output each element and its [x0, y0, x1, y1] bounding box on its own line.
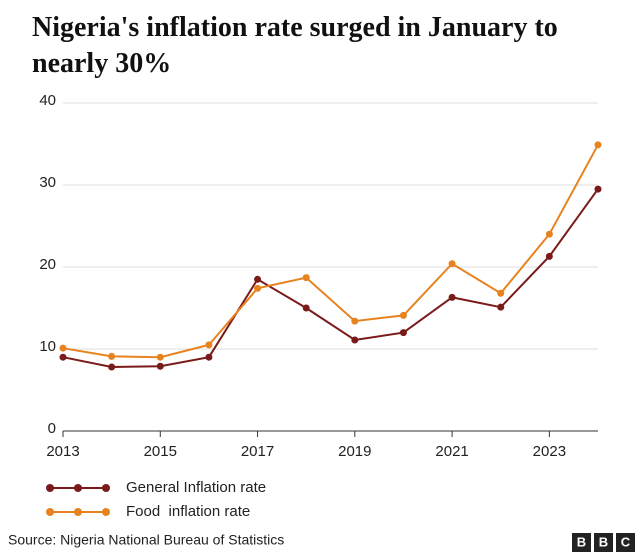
legend-label: Food inflation rate [126, 503, 250, 520]
series-point [545, 252, 553, 260]
series-point [108, 352, 116, 360]
legend-dot [102, 508, 110, 516]
series-line [62, 144, 599, 359]
logo-box [572, 533, 591, 552]
y-tick-label: 30 [39, 174, 56, 191]
series-point [108, 363, 116, 371]
y-tick-label: 40 [39, 92, 56, 109]
series-point [351, 336, 359, 344]
series-point [594, 141, 602, 149]
y-tick-label: 10 [39, 338, 56, 355]
x-tick-label: 2023 [533, 443, 566, 460]
x-tick-label: 2015 [144, 443, 177, 460]
logo-box [594, 533, 613, 552]
series-point [594, 185, 602, 193]
series-point [497, 289, 505, 297]
series-point [448, 293, 456, 301]
series-point [59, 344, 67, 352]
logo-letter: B [599, 534, 608, 549]
series-point [205, 353, 213, 361]
legend-dot [74, 484, 82, 492]
legend-dot [46, 484, 54, 492]
x-tick-label: 2021 [435, 443, 468, 460]
series-point [448, 260, 456, 268]
x-tick-label: 2017 [241, 443, 274, 460]
series-point [254, 284, 262, 292]
series-point [254, 275, 262, 283]
chart-title: Nigeria's inflation rate surged in Janua… [32, 12, 558, 79]
series-point [351, 317, 359, 325]
series-point [156, 353, 164, 361]
series-point [399, 329, 407, 337]
x-tick-label: 2013 [46, 443, 79, 460]
y-tick-label: 20 [39, 256, 56, 273]
series-point [302, 274, 310, 282]
source: Source: Nigeria National Bureau of Stati… [8, 532, 284, 548]
legend-dot [102, 484, 110, 492]
legend-dot [46, 508, 54, 516]
series-point [156, 362, 164, 370]
series-point [59, 353, 67, 361]
legend-dot [74, 508, 82, 516]
legend-label: General Inflation rate [126, 479, 266, 496]
series-point [497, 303, 505, 311]
series-point [545, 230, 553, 238]
series-point [399, 311, 407, 319]
logo-letter: C [621, 534, 631, 549]
series-point [205, 341, 213, 349]
series-point [302, 304, 310, 312]
logo-box [616, 533, 635, 552]
x-tick-label: 2019 [338, 443, 371, 460]
logo-letter: B [577, 534, 586, 549]
series-line [62, 188, 599, 369]
y-tick-label: 0 [48, 420, 56, 437]
